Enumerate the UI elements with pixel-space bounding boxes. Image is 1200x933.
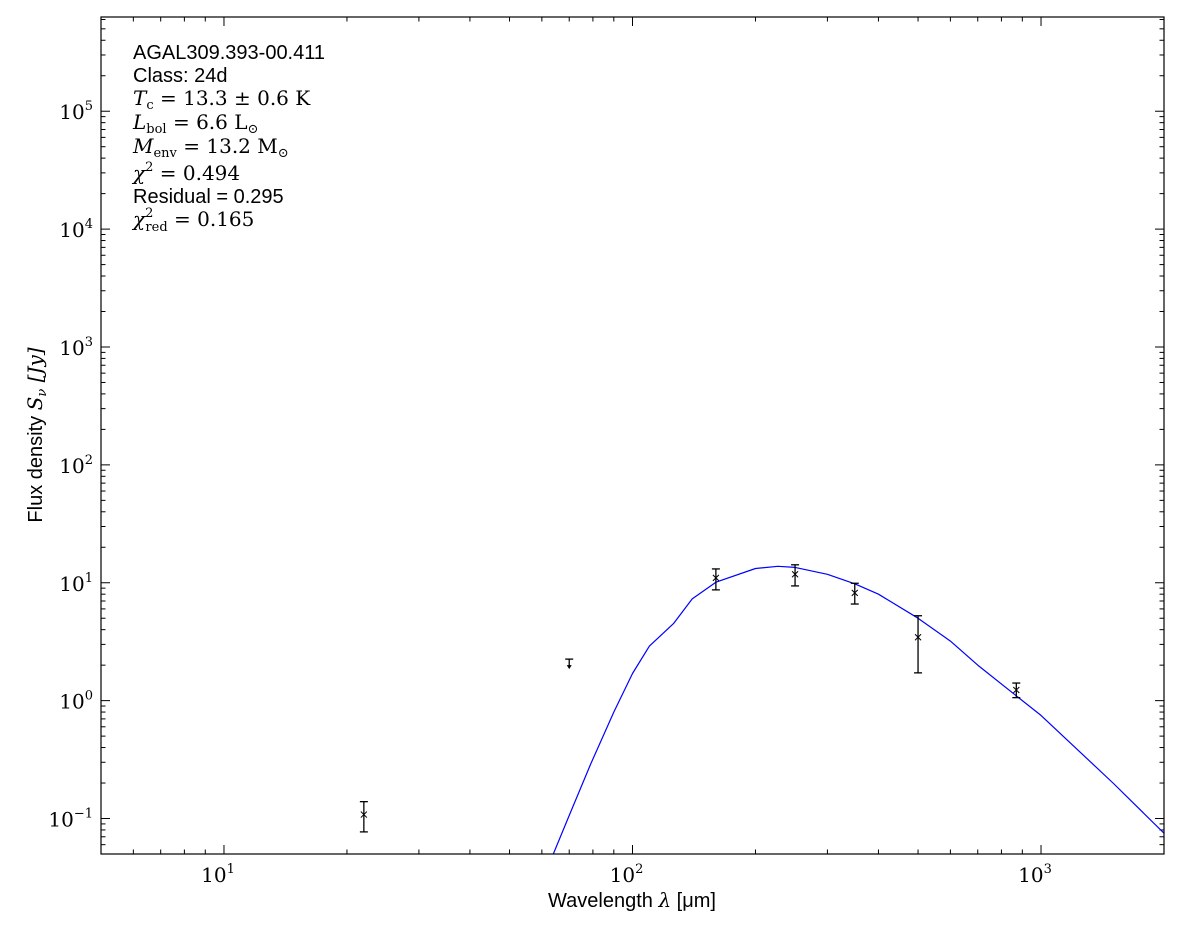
y-tick-label: 100 [59,689,93,714]
x-marker [791,570,799,578]
data-point [711,568,720,591]
chi2-label: χ2 = 0.494 [131,160,240,185]
tick-labels: 101 102 103 10−1 100 101 102 103 104 105 [48,99,1052,887]
data-point [359,801,368,833]
x-marker [1012,686,1020,694]
source-name: AGAL309.393-00.411 [133,42,325,64]
temperature-label: Tc = 13.3 ± 0.6 K [133,86,311,113]
residual-label: Residual = 0.295 [133,186,284,208]
plot-frame [100,16,1165,855]
x-tick-label: 102 [610,862,644,887]
annotation-block: AGAL309.393-00.411 Class: 24d Tc = 13.3 … [131,42,325,235]
class-label: Class: 24d [133,65,228,87]
y-tick-label: 104 [59,217,93,242]
x-marker [851,589,859,597]
x-marker [914,633,922,641]
x-axis-label: Wavelength λ [μm] [548,888,716,912]
x-tick-label: 103 [1018,862,1052,887]
y-tick-label: 101 [59,571,93,596]
data-point [850,582,859,605]
data-point [791,564,800,587]
x-marker [360,811,368,818]
down-arrow-icon [566,665,572,670]
x-tick-label: 101 [201,862,235,887]
data-point [1012,682,1021,699]
luminosity-label: Lbol = 6.6 L⊙ [132,110,258,137]
mass-label: Menv = 13.2 M⊙ [132,134,289,161]
y-axis-label: Flux density Sν [Jy] [23,347,50,522]
y-tick-label: 102 [59,453,93,478]
y-tick-label: 105 [59,99,93,124]
data-point [914,615,923,674]
x-marker [712,574,720,582]
chi2-reduced-label: χ2 red = 0.165 [131,206,254,235]
model-curve [552,565,1164,854]
y-tick-label: 10−1 [48,807,93,832]
plot-marks [359,564,1164,854]
axis-ticks [100,17,1165,855]
upper-limit-point [565,658,574,670]
y-tick-label: 103 [59,335,93,360]
